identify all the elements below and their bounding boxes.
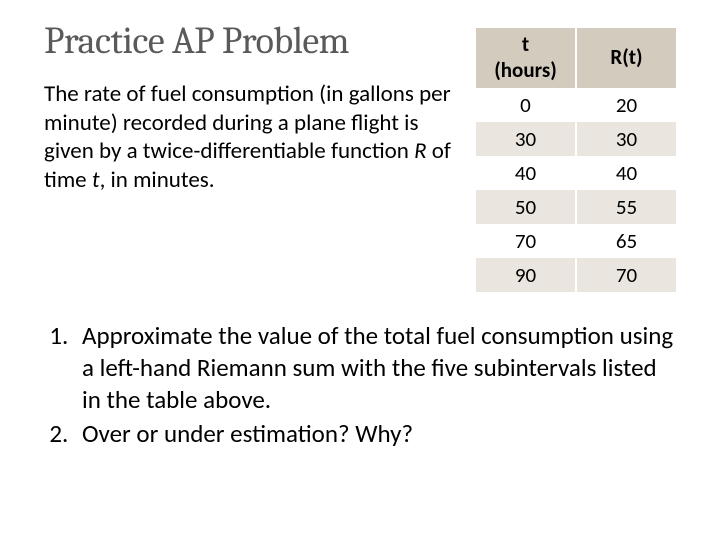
desc-part-R: R [414, 137, 432, 165]
table-cell: 70 [476, 224, 576, 258]
question-list: Approximate the value of the total fuel … [44, 320, 676, 450]
table-row: 5055 [476, 190, 676, 224]
table-cell: 20 [576, 88, 676, 122]
table-row: 9070 [476, 258, 676, 292]
table-cell: 40 [576, 156, 676, 190]
table-row: 4040 [476, 156, 676, 190]
table-row: 020 [476, 88, 676, 122]
question-item-1: Approximate the value of the total fuel … [74, 320, 676, 416]
table-cell: 50 [476, 190, 576, 224]
table-cell: 30 [476, 122, 576, 156]
table-cell: 70 [576, 258, 676, 292]
table-cell: 55 [576, 190, 676, 224]
desc-part-t: t [92, 166, 100, 194]
table-col-0: t (hours) [476, 28, 576, 88]
data-table-wrap: t (hours)R(t) 02030304040505570659070 [476, 28, 676, 292]
table-cell: 40 [476, 156, 576, 190]
data-table: t (hours)R(t) 02030304040505570659070 [476, 28, 676, 292]
table-header-row: t (hours)R(t) [476, 28, 676, 88]
table-row: 3030 [476, 122, 676, 156]
desc-part-1: The rate of fuel consumption (in gallons… [44, 80, 451, 166]
table-col-1: R(t) [576, 28, 676, 88]
table-body: 02030304040505570659070 [476, 88, 676, 292]
table-cell: 90 [476, 258, 576, 292]
desc-part-5: , in minutes. [100, 166, 215, 194]
left-column: Practice AP Problem The rate of fuel con… [44, 22, 458, 195]
slide-container: Practice AP Problem The rate of fuel con… [0, 0, 720, 540]
table-row: 7065 [476, 224, 676, 258]
question-item-2: Over or under estimation? Why? [74, 418, 676, 450]
table-cell: 65 [576, 224, 676, 258]
table-cell: 30 [576, 122, 676, 156]
table-cell: 0 [476, 88, 576, 122]
top-row: Practice AP Problem The rate of fuel con… [44, 22, 676, 292]
slide-title: Practice AP Problem [44, 22, 458, 62]
problem-description: The rate of fuel consumption (in gallons… [44, 80, 458, 195]
